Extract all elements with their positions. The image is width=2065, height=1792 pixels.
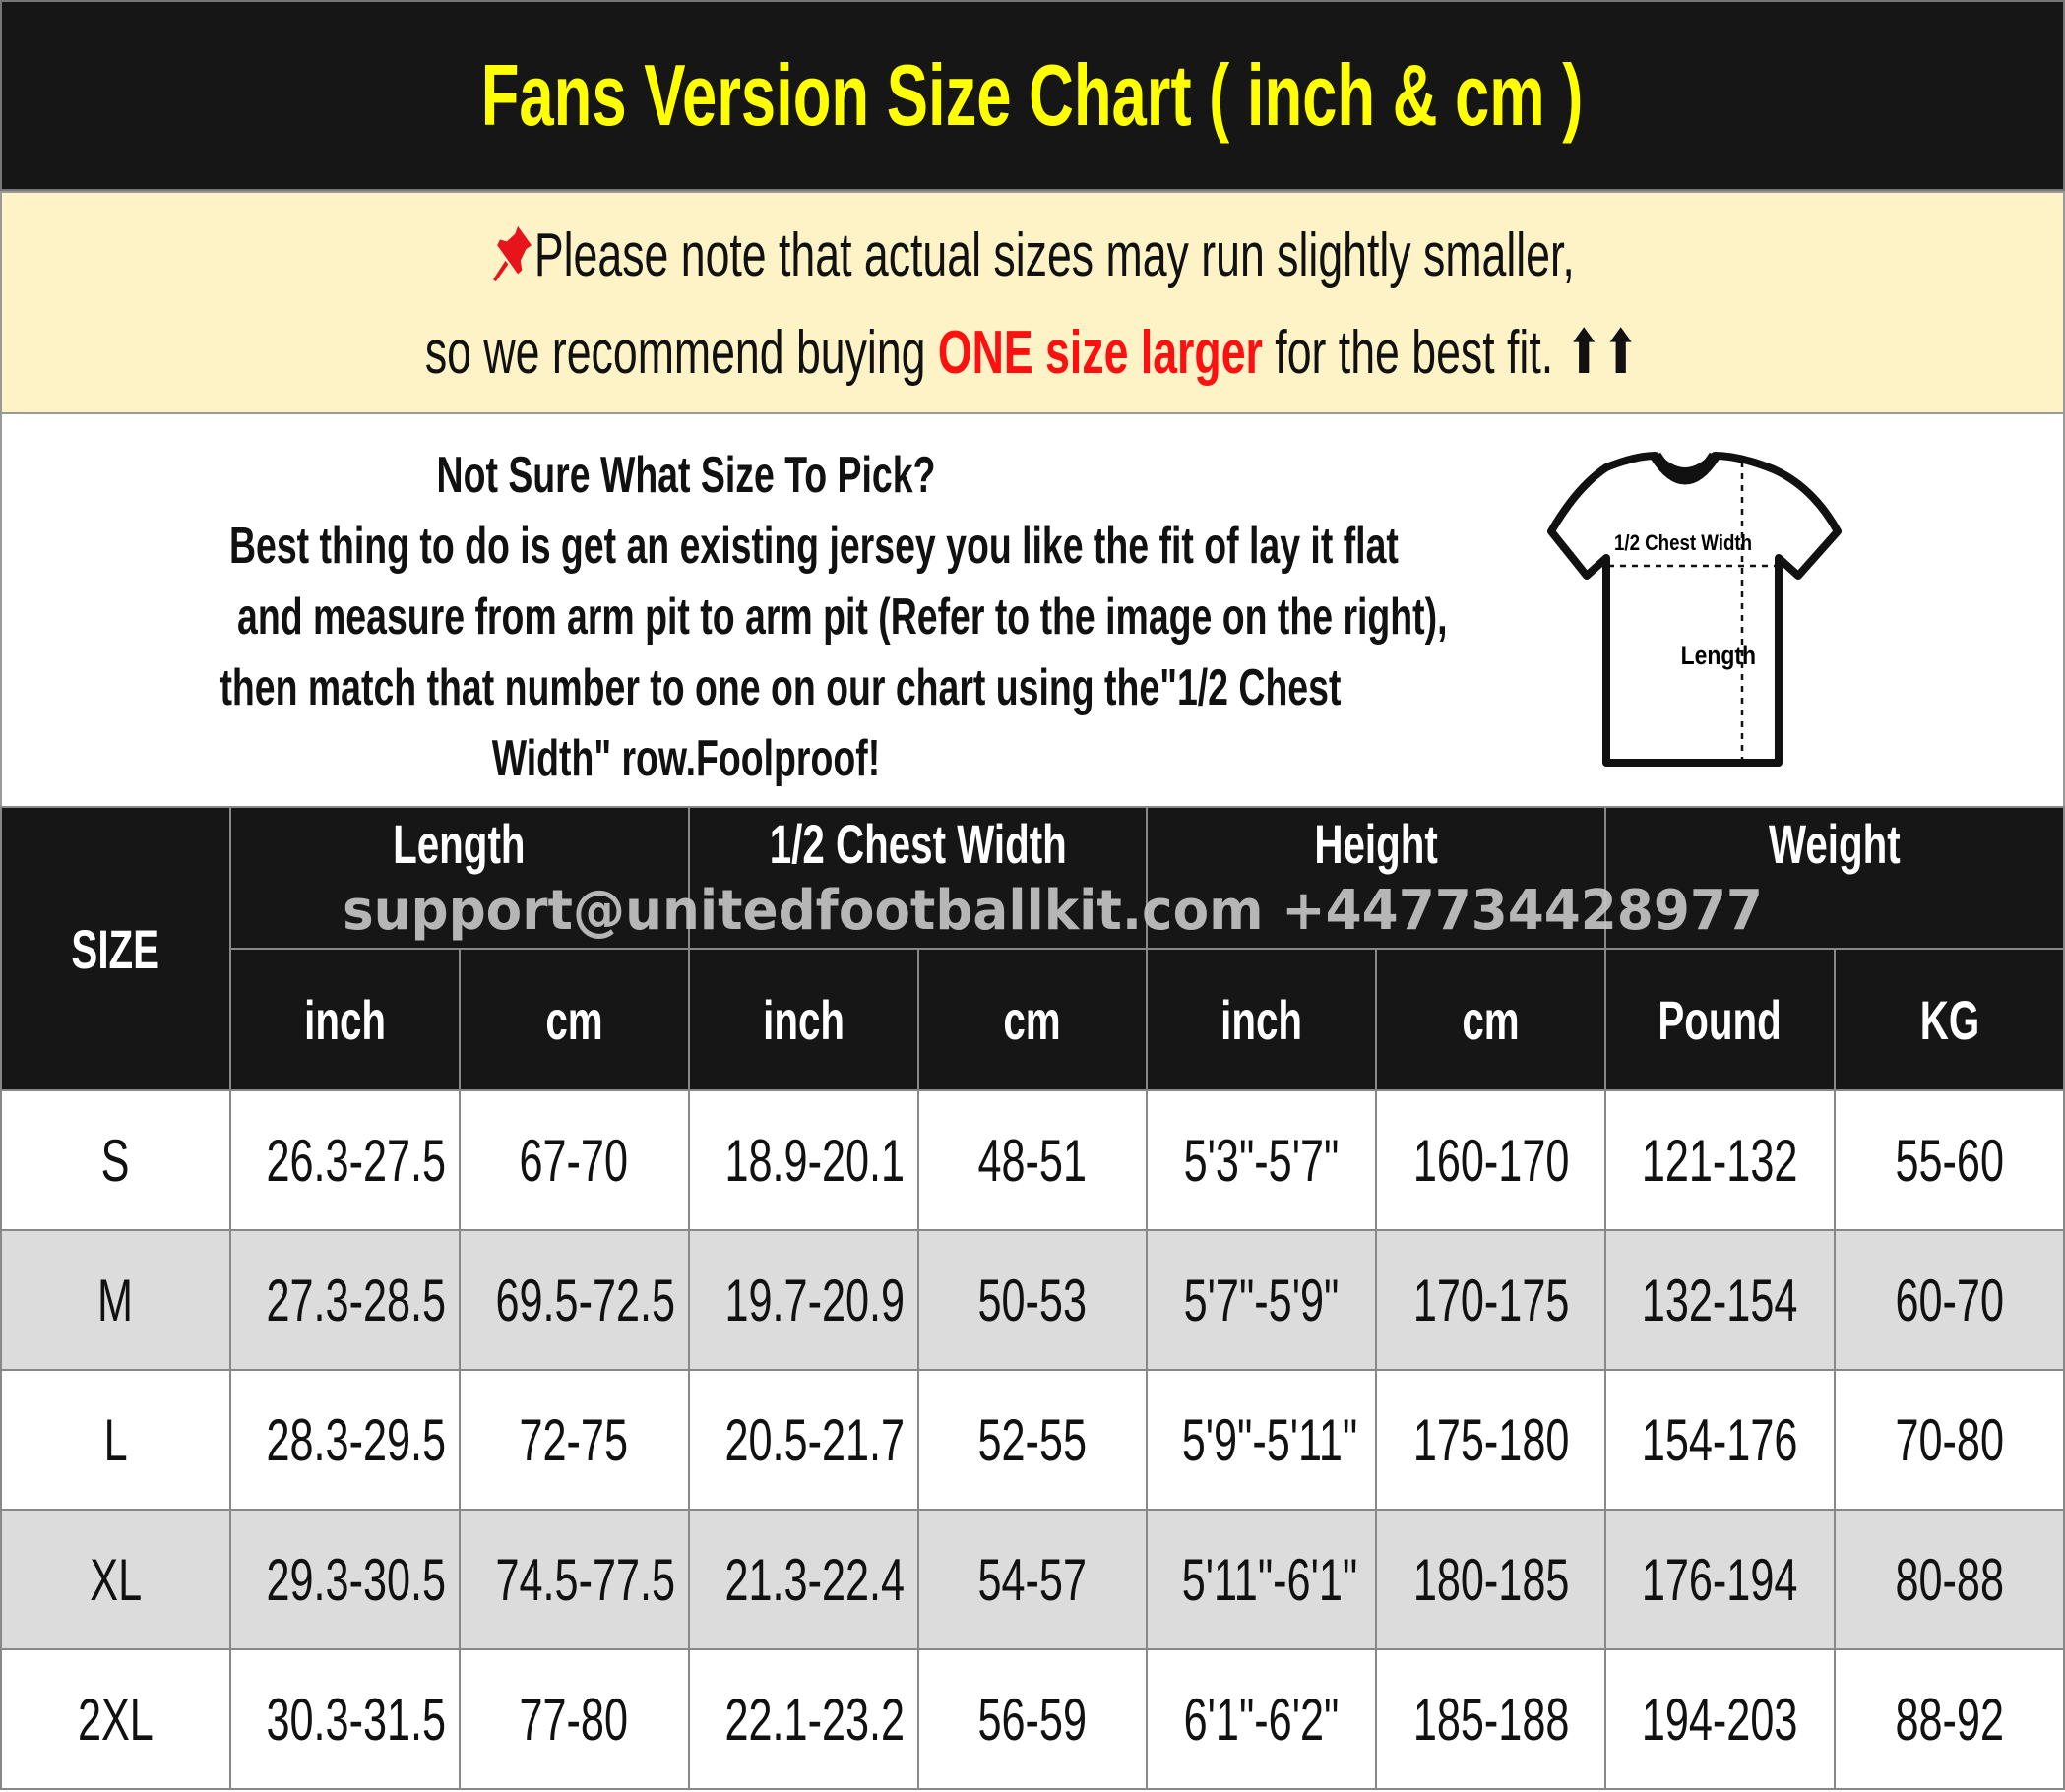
table-row: M 27.3-28.5 69.5-72.5 19.7-20.9 50-53 5'7"-5'… — [0, 1229, 2065, 1371]
value-cell: 176-194 — [1604, 1509, 1836, 1650]
size-cell: S — [0, 1089, 231, 1231]
size-table: SIZE Length 1/2 Chest Width Height Weigh… — [0, 806, 2065, 1790]
value-cell: 70-80 — [1834, 1369, 2065, 1511]
value-cell: 160-170 — [1375, 1089, 1607, 1231]
unit-header: KG — [1834, 948, 2065, 1091]
value-cell: 56-59 — [916, 1648, 1149, 1790]
value-cell: 54-57 — [916, 1509, 1149, 1650]
value-cell: 6'1"-6'2" — [1146, 1648, 1378, 1790]
value-cell: 22.1-23.2 — [687, 1648, 919, 1790]
value-cell: 154-176 — [1604, 1369, 1836, 1511]
unit-header: cm — [458, 948, 690, 1091]
value-cell: 77-80 — [458, 1648, 690, 1790]
group-header: Height — [1146, 806, 1607, 950]
value-cell: 185-188 — [1375, 1648, 1607, 1790]
value-cell: 27.3-28.5 — [228, 1229, 461, 1371]
value-cell: 180-185 — [1375, 1509, 1607, 1650]
table-row: XL 29.3-30.5 74.5-77.5 21.3-22.4 54-57 5'11"-… — [0, 1509, 2065, 1650]
notice-banner: Please note that actual sizes may run sl… — [0, 191, 2065, 414]
value-cell: 50-53 — [916, 1229, 1149, 1371]
size-cell: 2XL — [0, 1648, 231, 1790]
value-cell: 29.3-30.5 — [228, 1509, 461, 1650]
table-row: S 26.3-27.5 67-70 18.9-20.1 48-51 5'3"-5'7" 16… — [0, 1089, 2065, 1231]
pushpin-icon — [490, 221, 534, 289]
sizing-instructions: Not Sure What Size To Pick? Best thing t… — [0, 414, 2065, 806]
value-cell: 88-92 — [1834, 1648, 2065, 1790]
size-cell: L — [0, 1369, 231, 1511]
length-label: Length — [1681, 641, 1756, 670]
value-cell: 121-132 — [1604, 1089, 1836, 1231]
value-cell: 194-203 — [1604, 1648, 1836, 1790]
value-cell: 60-70 — [1834, 1229, 2065, 1371]
value-cell: 20.5-21.7 — [687, 1369, 919, 1511]
value-cell: 67-70 — [458, 1089, 690, 1231]
value-cell: 72-75 — [458, 1369, 690, 1511]
value-cell: 5'11"-6'1" — [1146, 1509, 1378, 1650]
value-cell: 69.5-72.5 — [458, 1229, 690, 1371]
size-cell: XL — [0, 1509, 231, 1650]
value-cell: 170-175 — [1375, 1229, 1607, 1371]
value-cell: 132-154 — [1604, 1229, 1836, 1371]
size-cell: M — [0, 1229, 231, 1371]
value-cell: 52-55 — [916, 1369, 1149, 1511]
page-title: Fans Version Size Chart ( inch & cm ) — [0, 0, 2065, 191]
value-cell: 55-60 — [1834, 1089, 2065, 1231]
table-row: 2XL 30.3-31.5 77-80 22.1-23.2 56-59 6'1"-6'2"… — [0, 1648, 2065, 1790]
value-cell: 74.5-77.5 — [458, 1509, 690, 1650]
table-row: L 28.3-29.5 72-75 20.5-21.7 52-55 5'9"-5'11" 1… — [0, 1369, 2065, 1511]
unit-header: inch — [1146, 948, 1378, 1091]
value-cell: 5'3"-5'7" — [1146, 1089, 1378, 1231]
unit-header: Pound — [1604, 948, 1836, 1091]
value-cell: 80-88 — [1834, 1509, 2065, 1650]
group-header: Weight — [1604, 806, 2065, 950]
unit-header: cm — [1375, 948, 1607, 1091]
unit-header: cm — [916, 948, 1149, 1091]
value-cell: 5'7"-5'9" — [1146, 1229, 1378, 1371]
value-cell: 26.3-27.5 — [228, 1089, 461, 1231]
tshirt-diagram-icon: 1/2 Chest Width Length — [1547, 452, 1842, 767]
value-cell: 19.7-20.9 — [687, 1229, 919, 1371]
value-cell: 30.3-31.5 — [228, 1648, 461, 1790]
value-cell: 21.3-22.4 — [687, 1509, 919, 1650]
value-cell: 18.9-20.1 — [687, 1089, 919, 1231]
group-header: Length — [228, 806, 690, 950]
group-header: 1/2 Chest Width — [687, 806, 1149, 950]
unit-header: inch — [228, 948, 461, 1091]
size-header: SIZE — [0, 806, 231, 1091]
unit-header: inch — [687, 948, 919, 1091]
highlight-text: ONE size larger — [938, 319, 1264, 387]
value-cell: 175-180 — [1375, 1369, 1607, 1511]
value-cell: 48-51 — [916, 1089, 1149, 1231]
chest-width-label: 1/2 Chest Width — [1614, 532, 1752, 556]
value-cell: 5'9"-5'11" — [1146, 1369, 1378, 1511]
value-cell: 28.3-29.5 — [228, 1369, 461, 1511]
